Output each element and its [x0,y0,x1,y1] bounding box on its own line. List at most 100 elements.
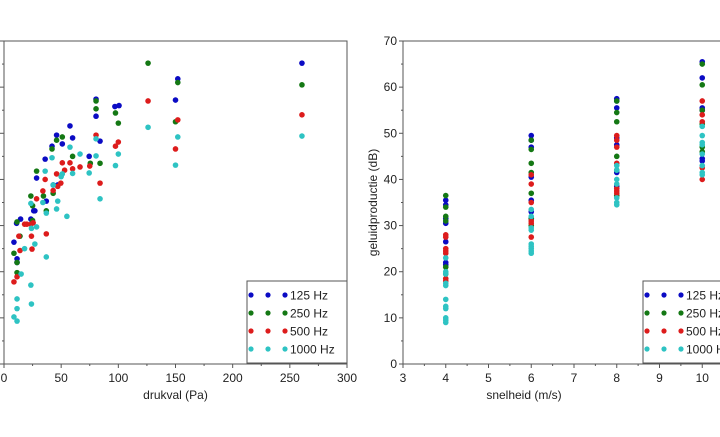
data-point-500hz [28,233,35,239]
data-point-1000hz [145,124,151,131]
legend-marker [265,346,271,352]
data-point-1000hz [112,162,119,169]
y-tick-label: 40 [384,172,398,186]
data-point-1000hz [613,195,620,201]
data-point-1000hz [11,314,17,320]
legend-marker [678,328,684,334]
data-point-500hz [17,247,23,254]
data-point-500hz [115,139,122,145]
legend-entry: 1000 Hz [644,343,720,357]
data-point-125hz [299,60,305,66]
data-point-125hz [613,105,620,111]
data-point-1000hz [613,176,620,183]
data-point-1000hz [699,142,706,148]
data-point-250hz [145,60,151,66]
y-tick-label: 20 [384,265,398,279]
data-point-250hz [299,82,305,88]
legend-entry: 250 Hz [644,307,720,321]
data-point-500hz [699,118,706,125]
data-point-500hz [14,273,20,280]
legend-label: 500 Hz [290,325,328,339]
data-point-500hz [97,180,103,186]
data-point-500hz [30,220,36,226]
legend-box [246,280,348,364]
data-point-250hz [174,79,181,86]
data-point-125hz [442,238,449,245]
data-point-250hz [613,98,620,104]
x-tick-label: 8 [613,371,620,385]
data-point-250hz [442,264,449,270]
legend-marker [248,328,254,334]
data-point-1000hz [699,151,706,157]
legend-marker [265,292,271,298]
data-point-1000hz [442,319,449,326]
data-point-250hz [699,61,706,67]
x-axis-label: drukval (Pa) [143,388,208,402]
data-point-1000hz [14,296,20,302]
data-point-1000hz [93,136,99,142]
data-point-1000hz [442,271,449,277]
x-tick-label: 300 [337,371,357,385]
data-point-125hz [93,113,99,120]
left-scatter-plot: 0 50 100 150 200 250 300 drukval (Pa) 125 Hz 250 … [0,40,357,402]
data-point-250hz [14,219,20,225]
data-point-125hz [33,175,40,181]
legend: 125 Hz 250 Hz 500 Hz 1000 Hz [642,280,720,364]
data-point-500hz [442,250,449,257]
data-point-500hz [699,112,706,118]
data-point-250hz [93,106,99,112]
data-point-1000hz [528,227,535,233]
data-point-250hz [33,168,40,174]
data-point-250hz [53,137,60,144]
y-tick-label: 50 [384,126,398,140]
data-point-1000hz [50,182,56,188]
data-point-250hz [528,160,535,167]
data-point-250hz [442,213,449,220]
legend-label: 500 Hz [686,325,720,339]
x-tick-label: 5 [485,371,492,385]
data-point-250hz [442,192,449,199]
data-point-1000hz [528,250,535,257]
data-point-1000hz [699,172,706,178]
data-point-500hz [54,183,61,190]
data-point-1000hz [42,168,48,174]
data-point-500hz [21,221,28,227]
data-point-1000hz [699,132,706,139]
data-point-1000hz [613,202,620,208]
data-point-1000hz [40,199,46,206]
data-point-500hz [613,132,620,139]
data-point-500hz [699,98,706,104]
y-tick-label: 30 [384,219,398,233]
data-point-125hz [528,132,535,139]
data-point-250hz [528,137,535,144]
data-point-250hz [613,109,620,116]
data-point-1000hz [67,144,73,150]
data-point-1000hz [613,167,620,173]
data-point-500hz [11,279,17,285]
data-point-1000hz [86,170,92,176]
data-point-500hz [528,234,535,240]
data-point-1000hz [28,200,34,207]
legend-marker [661,346,667,352]
data-point-500hz [77,164,83,170]
data-point-125hz [67,123,73,129]
data-point-250hz [69,153,76,160]
legend-entry: 500 Hz [248,325,328,339]
data-point-500hz [59,160,66,166]
data-point-125hz [116,102,122,109]
data-point-500hz [442,234,449,240]
data-point-250hz [93,98,99,104]
data-point-500hz [145,98,151,104]
x-tick-label: 10 [696,371,710,385]
data-point-125hz [86,153,92,160]
data-point-1000hz [174,134,181,140]
data-point-1000hz [699,123,706,130]
data-point-1000hz [28,301,35,307]
data-point-250hz [11,250,17,257]
y-tick-label: 70 [384,34,398,48]
legend-marker [661,328,667,334]
data-point-1000hz [77,151,83,157]
legend-entry: 125 Hz [644,289,720,303]
legend-marker [678,310,684,316]
